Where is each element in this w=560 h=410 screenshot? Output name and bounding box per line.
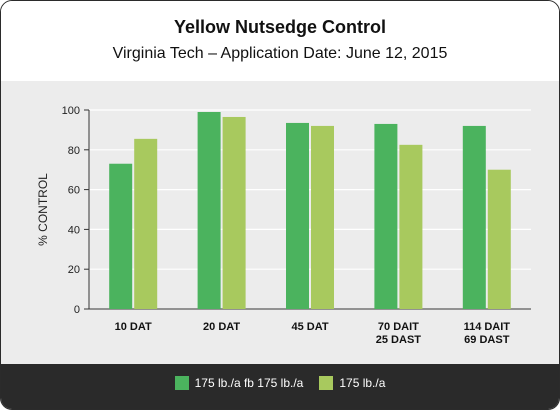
chart-subtitle: Virginia Tech – Application Date: June 1… bbox=[112, 45, 448, 62]
legend-swatch bbox=[319, 376, 334, 390]
y-tick-label: 60 bbox=[68, 185, 80, 197]
x-tick-label: 25 DAST bbox=[376, 334, 422, 346]
legend-label: 175 lb./a fb 175 lb./a bbox=[194, 376, 304, 390]
y-tick-label: 0 bbox=[74, 304, 80, 316]
bar bbox=[399, 144, 423, 309]
bar bbox=[222, 116, 246, 309]
x-tick-label: 20 DAT bbox=[203, 321, 240, 333]
y-axis-label: % CONTROL bbox=[36, 173, 50, 246]
y-tick-label: 80 bbox=[68, 145, 80, 157]
legend-bar: 175 lb./a fb 175 lb./a 175 lb./a bbox=[1, 364, 559, 409]
bar bbox=[286, 122, 309, 309]
x-tick-label: 10 DAT bbox=[115, 321, 152, 333]
bar bbox=[109, 163, 133, 309]
plot-panel: 0 20 40 60 80 100 % CONTROL 10 DAT 20 DAT 45 DAT 7… bbox=[1, 81, 559, 364]
x-tick-label: 70 DAIT bbox=[378, 321, 419, 333]
x-tick-label: 69 DAST bbox=[464, 334, 510, 346]
legend: 175 lb./a fb 175 lb./a 175 lb./a bbox=[1, 376, 559, 390]
legend-label: 175 lb./a bbox=[339, 376, 386, 390]
title-area: Yellow Nutsedge Control Virginia Tech – … bbox=[1, 1, 559, 81]
legend-item: 175 lb./a bbox=[319, 376, 385, 390]
legend-item: 175 lb./a fb 175 lb./a bbox=[174, 376, 304, 390]
bar bbox=[197, 111, 221, 310]
bar bbox=[487, 169, 511, 309]
y-tick-label: 40 bbox=[68, 224, 80, 236]
legend-swatch bbox=[174, 376, 189, 390]
bar bbox=[462, 125, 486, 309]
bar bbox=[374, 123, 398, 310]
bar bbox=[311, 125, 334, 309]
x-tick-label: 45 DAT bbox=[291, 321, 328, 333]
y-tick-label: 100 bbox=[62, 105, 80, 117]
x-tick-label: 114 DAIT bbox=[464, 321, 511, 333]
bar bbox=[134, 138, 158, 309]
chart-title: Yellow Nutsedge Control bbox=[173, 17, 387, 37]
bar-chart: 0 20 40 60 80 100 % CONTROL 10 DAT 20 DAT 45 DAT 7… bbox=[36, 105, 531, 346]
y-tick-label: 20 bbox=[68, 264, 80, 276]
